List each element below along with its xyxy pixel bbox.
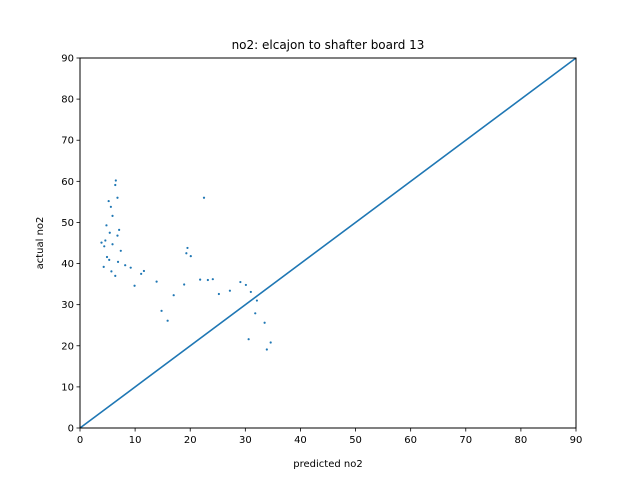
data-point: [254, 312, 257, 315]
y-tick-label: 80: [61, 95, 74, 106]
data-point: [119, 249, 122, 252]
y-tick-label: 10: [61, 382, 74, 393]
y-axis-title: actual no2: [35, 217, 46, 270]
data-point: [183, 283, 186, 286]
data-point: [108, 231, 111, 234]
y-tick-label: 50: [61, 218, 74, 229]
y-tick-label: 90: [61, 54, 74, 65]
plot-frame: [79, 57, 577, 429]
data-point: [124, 264, 127, 267]
y-tick-label: 70: [61, 136, 74, 147]
data-point: [172, 294, 175, 297]
y-tick-label: 40: [61, 259, 74, 270]
data-point: [228, 289, 231, 292]
data-point: [114, 179, 117, 182]
data-point: [247, 338, 250, 341]
reference-line: [79, 57, 577, 429]
data-point: [217, 292, 220, 296]
x-tick-label: 20: [184, 435, 197, 446]
data-point: [142, 269, 146, 273]
data-point: [116, 260, 120, 264]
data-point: [265, 348, 268, 351]
x-tick-label: 10: [129, 435, 142, 446]
data-point: [185, 252, 188, 255]
data-point: [102, 265, 105, 268]
data-point: [263, 321, 266, 324]
data-point: [111, 214, 114, 217]
data-point: [108, 258, 111, 261]
data-point: [166, 319, 169, 322]
data-point: [114, 183, 117, 187]
y-axis-ticks: 0 10 20 30 40 50 60 70 80 90: [61, 54, 80, 435]
data-point: [105, 255, 109, 259]
y-tick-label: 60: [61, 177, 74, 188]
data-point: [140, 272, 143, 275]
data-point: [110, 270, 113, 273]
data-point: [155, 280, 158, 283]
x-tick-label: 30: [239, 435, 252, 446]
data-point: [206, 278, 209, 282]
data-point: [239, 280, 242, 284]
x-axis-ticks: 0 10 20 30 40 50 60 70 80 90: [77, 428, 583, 446]
x-axis-title: predicted no2: [293, 459, 362, 470]
data-point: [249, 290, 252, 294]
x-tick-label: 50: [349, 435, 362, 446]
data-point: [104, 239, 107, 242]
data-point: [186, 246, 189, 250]
data-points: [100, 179, 272, 351]
x-tick-label: 0: [77, 435, 83, 446]
y-tick-label: 20: [61, 341, 74, 352]
y-tick-label: 0: [68, 424, 74, 435]
y-tick-label: 30: [61, 300, 74, 311]
plot-area: [79, 57, 577, 429]
data-point: [244, 283, 247, 287]
data-point: [160, 309, 163, 312]
data-point: [114, 274, 117, 277]
data-point: [199, 278, 202, 281]
x-tick-label: 70: [459, 435, 472, 446]
data-point: [116, 234, 119, 237]
x-tick-label: 40: [294, 435, 307, 446]
data-point: [111, 243, 114, 246]
data-point: [118, 228, 121, 231]
data-point: [129, 266, 132, 269]
data-point: [116, 196, 119, 199]
data-point: [133, 284, 136, 287]
x-tick-label: 60: [404, 435, 417, 446]
data-point: [211, 278, 214, 281]
data-point: [189, 255, 192, 258]
x-tick-label: 90: [570, 435, 583, 446]
data-point: [255, 299, 259, 302]
x-tick-label: 80: [515, 435, 528, 446]
data-point: [105, 224, 108, 227]
data-point: [269, 341, 272, 344]
data-point: [109, 205, 112, 208]
data-point: [202, 196, 206, 199]
data-point: [107, 199, 110, 203]
data-point: [103, 245, 106, 248]
chart-title: no2: elcajon to shafter board 13: [232, 38, 425, 52]
data-point: [100, 241, 103, 244]
